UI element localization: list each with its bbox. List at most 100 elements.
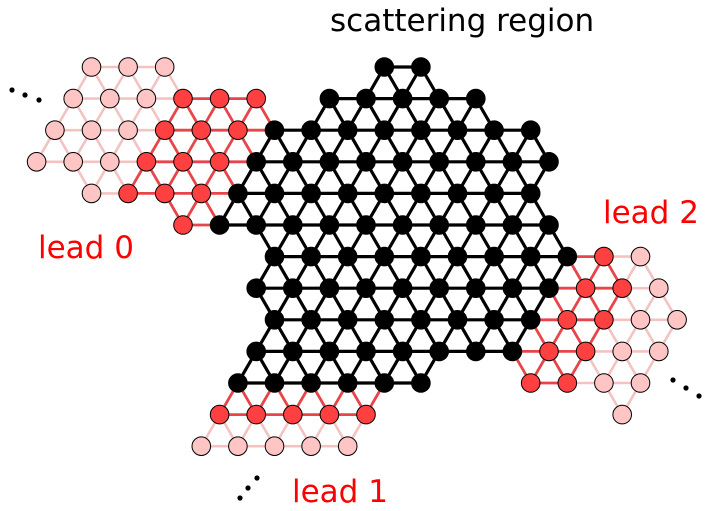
scattering-site xyxy=(228,183,248,204)
scattering-site xyxy=(557,246,578,267)
scattering-site xyxy=(411,246,431,267)
scattering-site xyxy=(264,373,285,393)
scattering-site xyxy=(447,120,468,140)
scattering-site xyxy=(374,246,395,267)
lead-extension-site xyxy=(100,152,120,172)
lead-unit-cell-site xyxy=(118,183,138,204)
scattering-site xyxy=(502,215,523,235)
scattering-site xyxy=(429,88,450,109)
scattering-site xyxy=(447,310,468,330)
scattering-site xyxy=(520,183,541,204)
scattering-site xyxy=(301,246,321,267)
lead-extension-site xyxy=(154,57,175,77)
scattering-site xyxy=(466,278,486,299)
scattering-site xyxy=(283,341,303,362)
scattering-site xyxy=(264,246,285,267)
lead-unit-cell-site xyxy=(319,404,340,425)
scattering-site xyxy=(520,246,541,267)
lead-unit-cell-site xyxy=(173,215,193,235)
scattering-site xyxy=(283,278,303,299)
lead-extension-site xyxy=(45,120,65,140)
scattering-site xyxy=(392,152,413,172)
lead-extension-site xyxy=(630,246,651,267)
lead-1-label: lead 1 xyxy=(292,474,388,510)
lead-unit-cell-site xyxy=(173,88,193,109)
scattering-site xyxy=(374,183,395,204)
lead-extension-site xyxy=(612,341,633,362)
scattering-site xyxy=(356,88,376,109)
scattering-site xyxy=(502,278,523,299)
lead-2-label: lead 2 xyxy=(603,195,699,231)
lead-extension-site xyxy=(594,373,614,393)
lead-2-continuation-dots xyxy=(670,377,702,399)
lead-extension-site xyxy=(228,436,248,457)
scattering-site xyxy=(264,310,285,330)
scattering-site xyxy=(283,152,303,172)
scattering-site xyxy=(429,215,450,235)
scattering-site xyxy=(246,215,267,235)
scattering-site xyxy=(337,120,358,140)
scattering-site xyxy=(301,373,321,393)
lead-unit-cell-site xyxy=(594,246,614,267)
scattering-site xyxy=(484,183,504,204)
scattering-site xyxy=(283,215,303,235)
lead-extension-site xyxy=(264,436,285,457)
scattering-site xyxy=(411,373,431,393)
lead-extension-site xyxy=(667,310,687,330)
scattering-site xyxy=(246,341,267,362)
lead-unit-cell-site xyxy=(154,120,175,140)
scattering-site xyxy=(502,341,523,362)
scattering-site xyxy=(466,215,486,235)
scattering-site xyxy=(319,88,340,109)
scattering-site xyxy=(392,341,413,362)
scattering-site xyxy=(246,278,267,299)
scattering-site xyxy=(209,215,230,235)
scattering-site xyxy=(447,183,468,204)
scattering-site xyxy=(301,120,321,140)
scattering-region-title: scattering region xyxy=(330,3,595,39)
lead-extension-site xyxy=(81,183,102,204)
site-layer xyxy=(26,57,687,457)
scattering-site xyxy=(411,120,431,140)
scattering-site xyxy=(356,215,376,235)
scattering-site xyxy=(374,120,395,140)
lead-extension-site xyxy=(301,436,321,457)
lead-extension-site xyxy=(81,120,102,140)
scattering-site xyxy=(337,310,358,330)
scattering-site xyxy=(356,278,376,299)
scattering-site xyxy=(484,120,504,140)
scattering-site xyxy=(484,246,504,267)
lead-0-label: lead 0 xyxy=(38,230,134,266)
lead-unit-cell-site xyxy=(191,183,212,204)
scattering-site xyxy=(319,341,340,362)
scattering-site xyxy=(429,278,450,299)
lead-unit-cell-site xyxy=(209,152,230,172)
scattering-site xyxy=(319,278,340,299)
lead-unit-cell-site xyxy=(173,152,193,172)
scattering-site xyxy=(301,183,321,204)
lead-extension-site xyxy=(630,373,651,393)
scattering-site xyxy=(484,310,504,330)
scattering-site xyxy=(264,120,285,140)
continuation-dot xyxy=(245,485,251,491)
scattering-site xyxy=(246,152,267,172)
scattering-site xyxy=(301,310,321,330)
lead-unit-cell-site xyxy=(557,310,578,330)
scattering-site xyxy=(429,341,450,362)
lead-extension-site xyxy=(136,88,157,109)
lead-unit-cell-site xyxy=(228,120,248,140)
lead-unit-cell-site xyxy=(539,341,559,362)
scattering-site xyxy=(520,120,541,140)
scattering-site xyxy=(356,152,376,172)
continuation-dot xyxy=(22,92,28,98)
continuation-dot xyxy=(254,475,260,481)
scattering-site xyxy=(392,88,413,109)
lead-extension-site xyxy=(63,152,83,172)
lead-extension-site xyxy=(630,310,651,330)
scattering-site xyxy=(411,310,431,330)
scattering-site xyxy=(337,373,358,393)
scattering-site xyxy=(466,341,486,362)
scattering-site xyxy=(466,88,486,109)
scattering-site xyxy=(539,152,559,172)
